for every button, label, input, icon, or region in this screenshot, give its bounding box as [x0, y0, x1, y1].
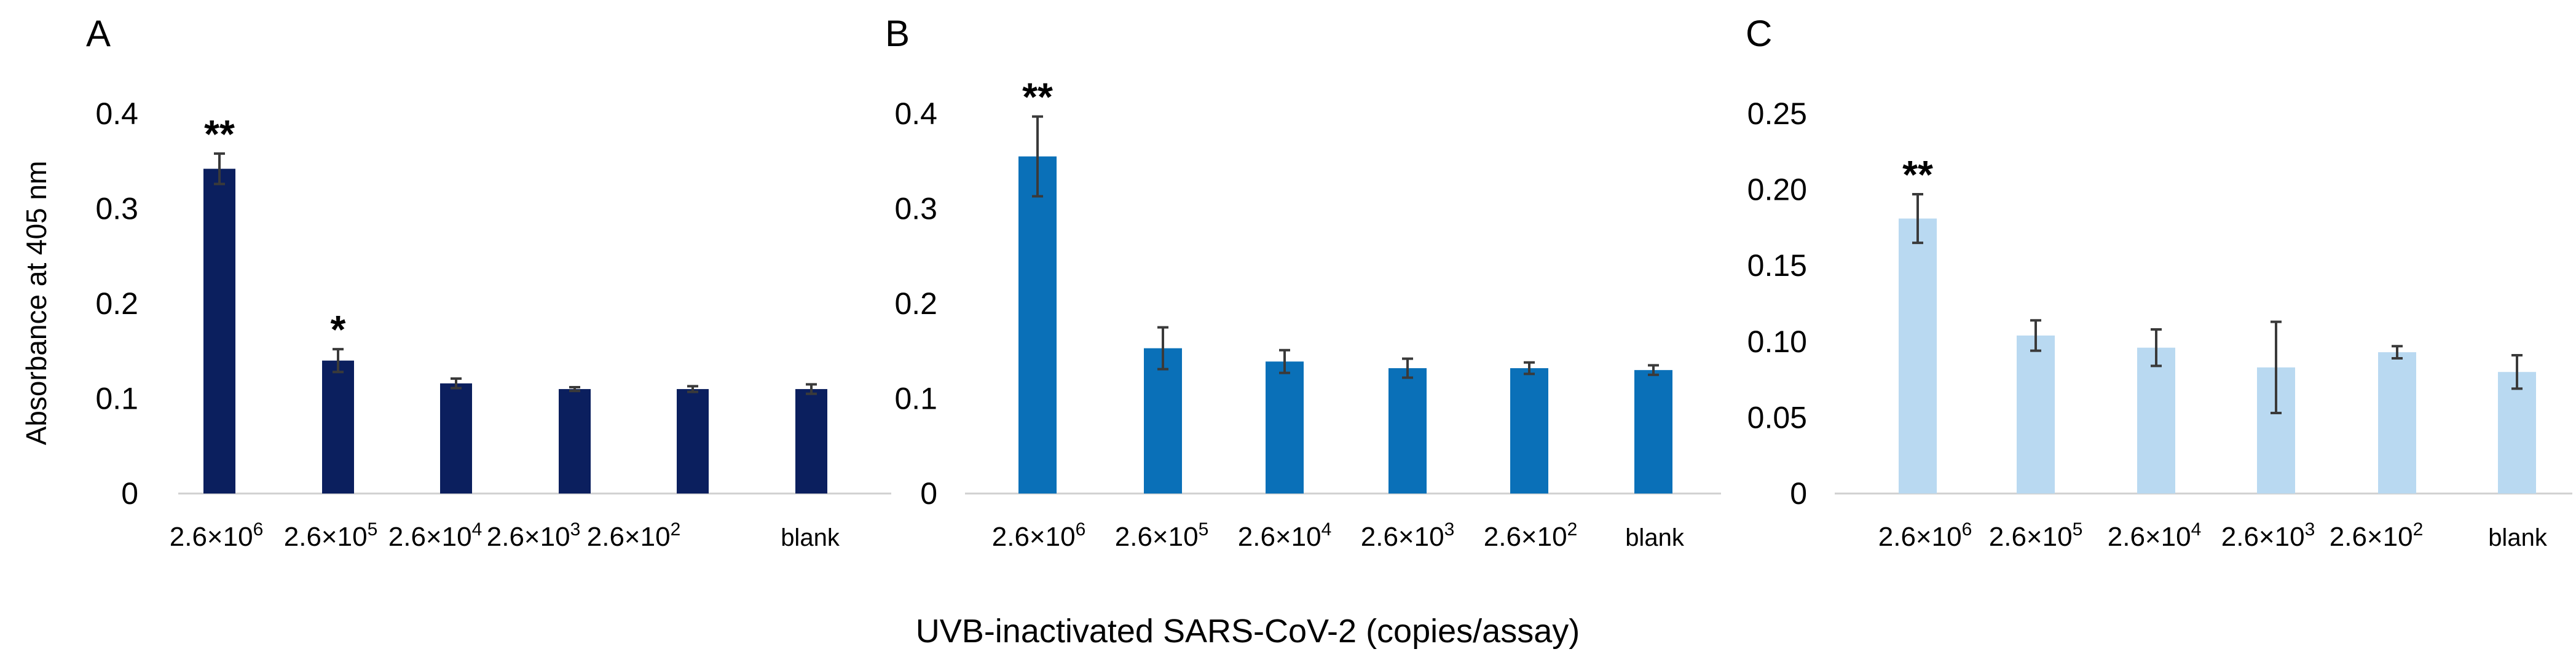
bars: **	[1899, 152, 2536, 494]
y-tick-label: 0.4	[894, 96, 937, 131]
bar	[2017, 335, 2055, 494]
error-bar	[2271, 320, 2282, 414]
y-tick-label: 0.15	[1747, 248, 1807, 283]
error-bar	[1524, 361, 1535, 376]
panel-label: B	[885, 13, 910, 54]
bar	[2137, 347, 2175, 494]
x-tick-label: blank	[2488, 524, 2548, 551]
x-tick-label: 2.6×105	[1115, 519, 1209, 552]
error-bar	[806, 383, 817, 395]
y-tick-label: 0.20	[1747, 173, 1807, 207]
bar	[559, 389, 591, 494]
y-tick-label: 0.3	[95, 192, 138, 226]
bar	[1510, 368, 1548, 494]
bar	[2378, 352, 2416, 494]
panel-a: A 00.10.20.30.4 *** 2.6×106 2.6×105 2.6×10…	[86, 13, 891, 552]
significance-marker: *	[331, 307, 346, 352]
error-bar	[687, 385, 698, 393]
bar	[1266, 361, 1304, 494]
significance-marker: **	[1022, 75, 1053, 119]
bars: ***	[203, 112, 827, 494]
x-tick-label: 2.6×102	[1484, 519, 1578, 552]
bar	[795, 389, 827, 494]
x-tick-labels: 2.6×106 2.6×105 2.6×104 2.6×103 2.6×102 blank	[170, 519, 840, 552]
x-tick-label: blank	[781, 524, 840, 551]
x-tick-label: 2.6×106	[170, 519, 264, 552]
bars: **	[1018, 75, 1672, 494]
error-bar	[1648, 364, 1659, 376]
bar	[1634, 370, 1672, 494]
error-bar	[2151, 328, 2162, 368]
significance-marker: **	[204, 112, 235, 156]
x-tick-label: 2.6×103	[2221, 519, 2315, 552]
error-bar	[451, 377, 462, 390]
y-tick-label: 0.3	[894, 192, 937, 226]
error-bar	[2030, 319, 2041, 352]
x-tick-label: 2.6×103	[487, 519, 581, 552]
error-bar	[1279, 348, 1290, 374]
bar	[677, 389, 709, 494]
bar	[2498, 372, 2536, 494]
y-tick-label: 0	[920, 476, 937, 511]
y-tick-label: 0.2	[95, 286, 138, 321]
y-tick-label: 0.05	[1747, 400, 1807, 435]
error-bar	[1032, 115, 1043, 198]
error-bar	[1402, 357, 1413, 379]
panel-label: A	[86, 13, 111, 54]
bar	[1144, 348, 1182, 494]
x-tick-labels: 2.6×106 2.6×105 2.6×104 2.6×103 2.6×102 blank	[992, 519, 1685, 552]
significance-marker: **	[1902, 152, 1933, 197]
y-tick-label: 0.4	[95, 96, 138, 131]
panel-label: C	[1746, 13, 1772, 54]
y-tick-labels: 0 0.1 0.2 0.3 0.4	[894, 96, 937, 511]
bar	[322, 360, 354, 494]
error-bar	[214, 152, 225, 186]
y-axis-title: Absorbance at 405 nm	[20, 161, 52, 446]
x-tick-label: 2.6×104	[1238, 519, 1332, 552]
x-tick-label: 2.6×106	[992, 519, 1086, 552]
x-tick-label: 2.6×105	[1989, 519, 2083, 552]
error-bar	[2511, 354, 2523, 390]
panel-c: C 00.050.100.150.200.25 ** 2.6×106 2.6×10…	[1746, 13, 2572, 552]
bar	[440, 383, 472, 494]
y-tick-label: 0.1	[894, 382, 937, 416]
x-axis-title: UVB-inactivated SARS-CoV-2 (copies/assay…	[916, 613, 1580, 650]
x-tick-label: 2.6×106	[1878, 519, 1972, 552]
x-tick-label: 2.6×105	[284, 519, 378, 552]
panel-b: B 0 0.1 0.2 0.3 0.4 ** 2.6×106 2.6×105 2.6×104…	[885, 13, 1721, 552]
error-bar	[1157, 326, 1168, 371]
y-tick-label: 0.10	[1747, 325, 1807, 359]
x-tick-label: 2.6×104	[388, 519, 483, 552]
y-tick-label: 0	[1790, 476, 1807, 511]
x-tick-label: 2.6×102	[2330, 519, 2424, 552]
error-bar	[569, 385, 580, 393]
x-tick-label: 2.6×103	[1361, 519, 1455, 552]
y-tick-label: 0	[121, 476, 138, 511]
error-bar	[2392, 345, 2403, 360]
x-tick-label: 2.6×102	[587, 519, 681, 552]
x-tick-labels: 2.6×106 2.6×105 2.6×104 2.6×103 2.6×102 blank	[1878, 519, 2548, 552]
error-bar	[1912, 193, 1923, 245]
bar	[203, 168, 235, 494]
error-bar	[333, 348, 344, 374]
bar	[1899, 218, 1937, 494]
y-tick-labels: 0 0.05 0.10 0.15 0.20 0.25	[1747, 96, 1807, 511]
y-tick-label: 0.2	[894, 286, 937, 321]
y-tick-labels: 0 0.1 0.2 0.3 0.4	[95, 96, 138, 511]
y-tick-label: 0.25	[1747, 96, 1807, 131]
bar	[1018, 156, 1057, 494]
bar	[1388, 368, 1427, 494]
x-tick-label: 2.6×104	[2108, 519, 2202, 552]
x-tick-label: blank	[1625, 524, 1685, 551]
y-tick-label: 0.1	[95, 382, 138, 416]
